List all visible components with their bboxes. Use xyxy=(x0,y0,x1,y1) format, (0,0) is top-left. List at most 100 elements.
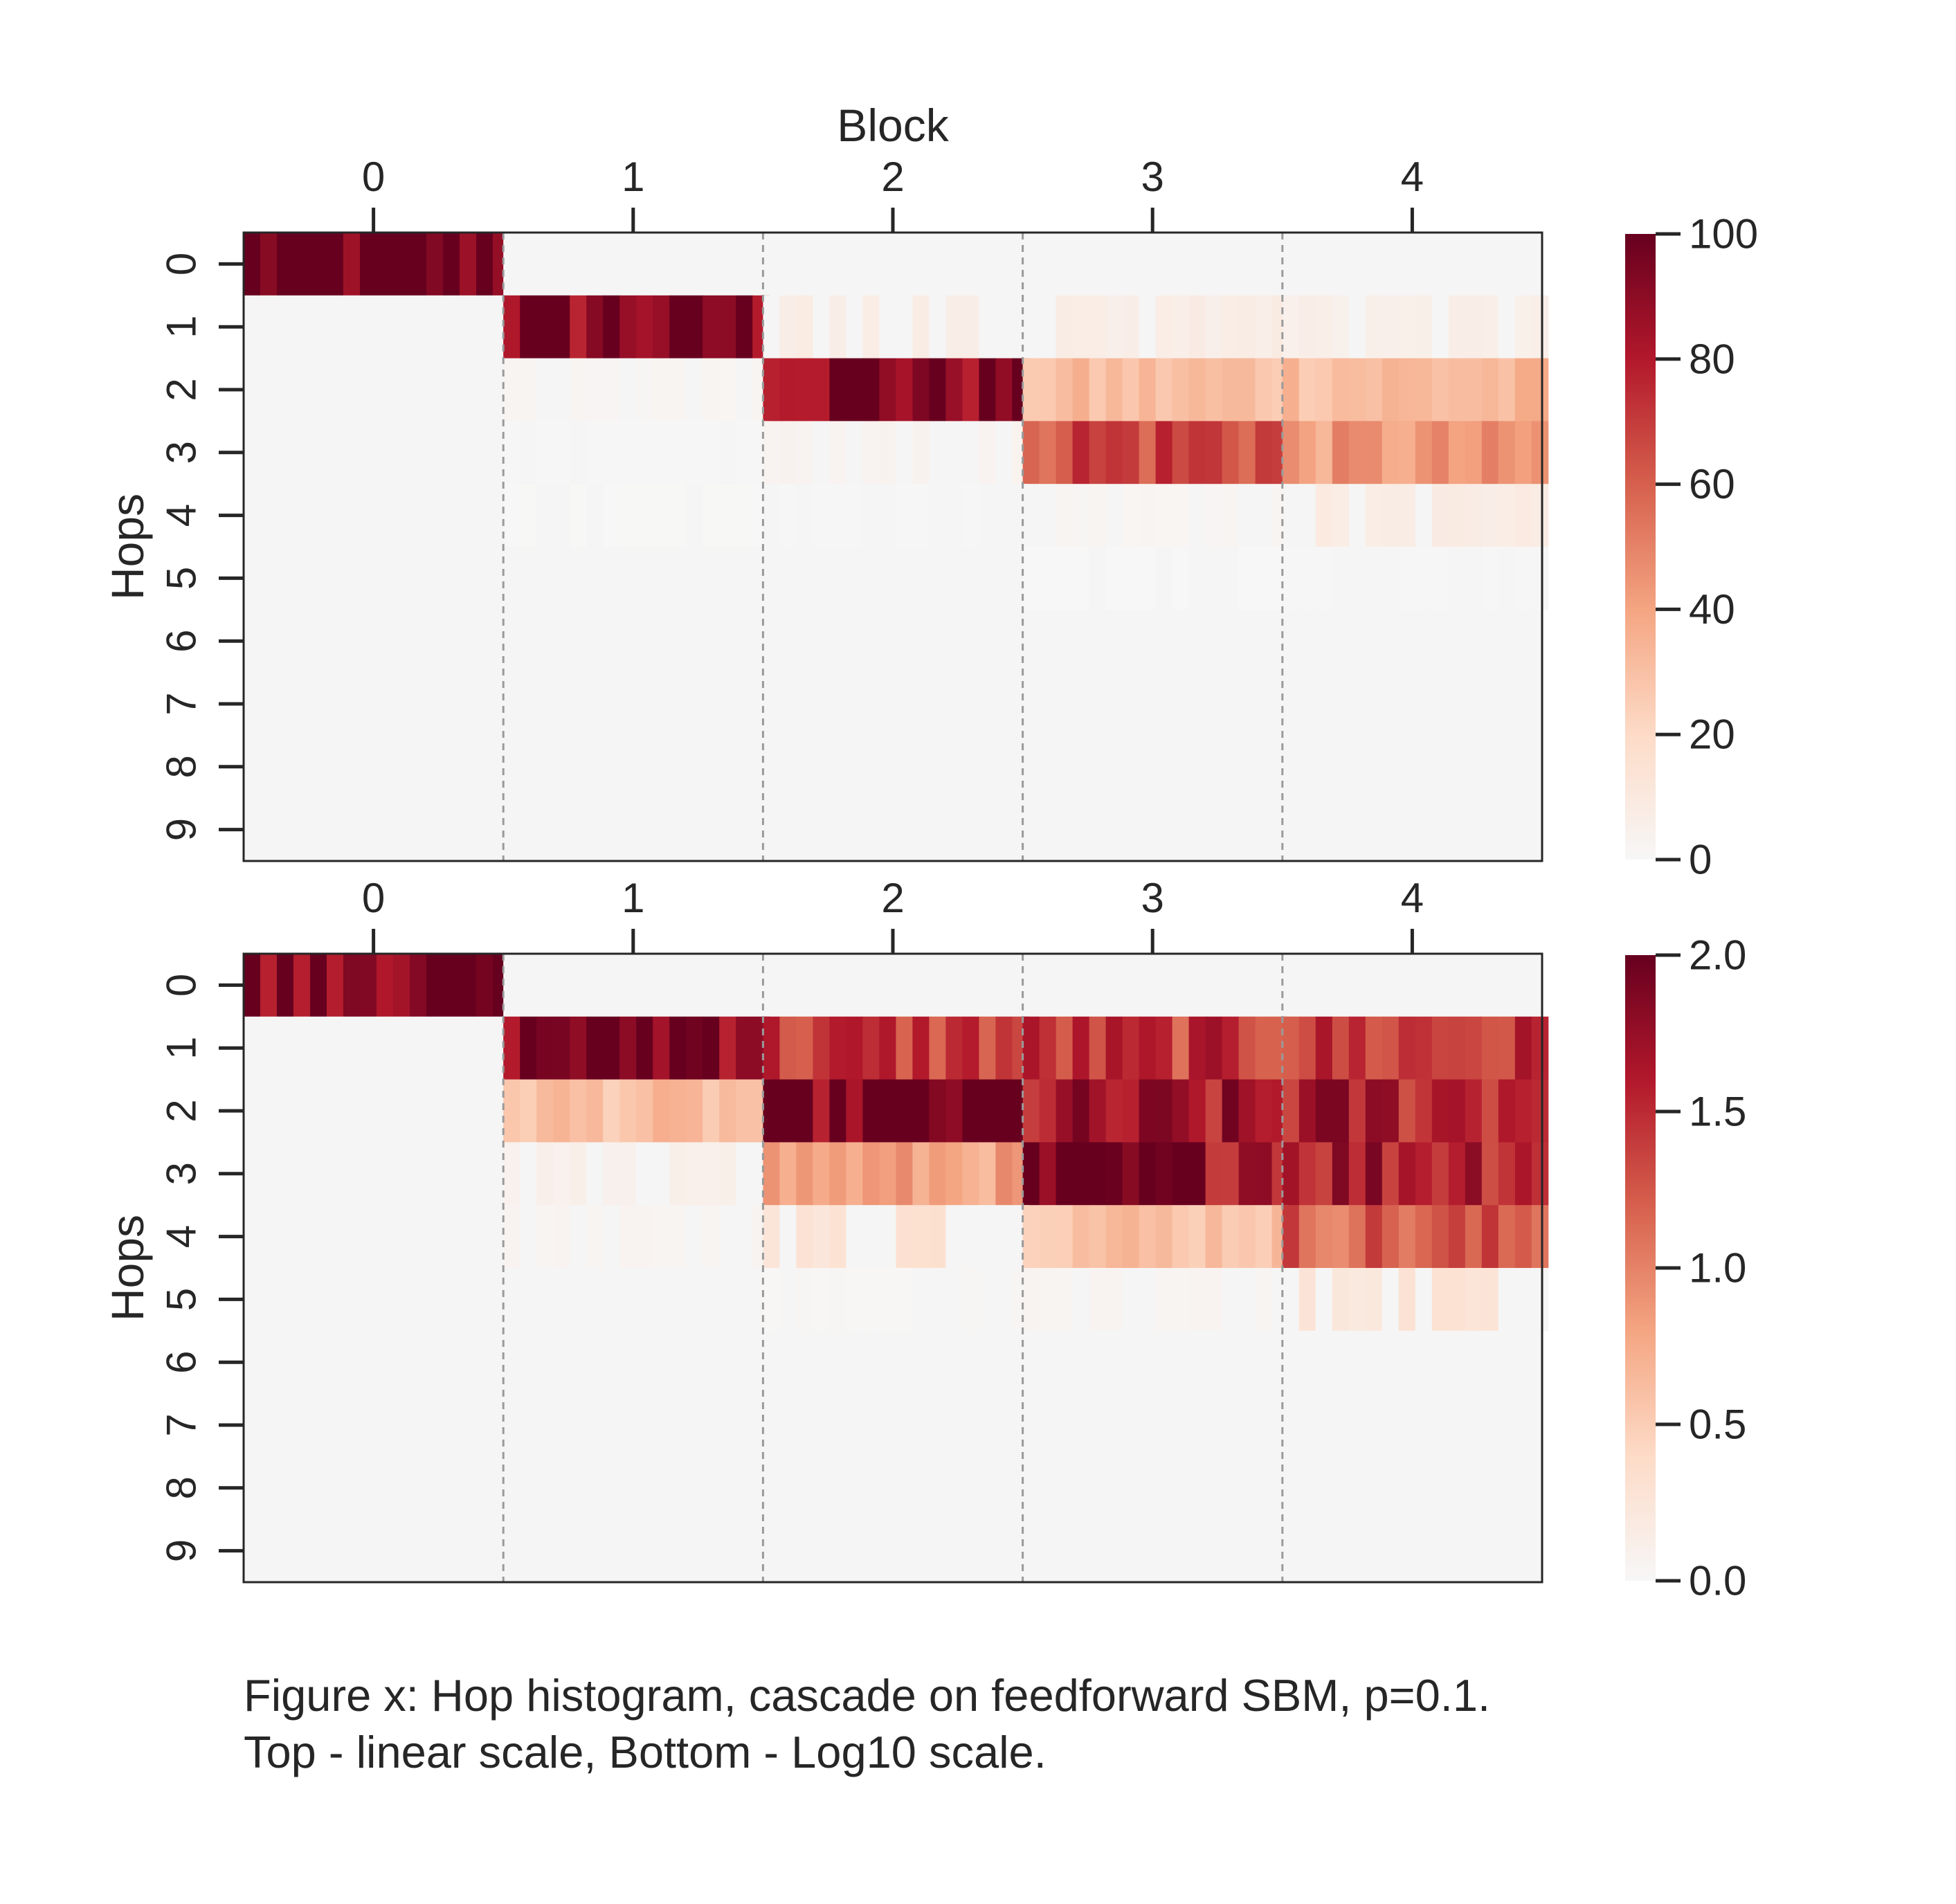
heatmap-cell xyxy=(1022,1519,1283,1583)
heatmap-cell xyxy=(1022,1393,1283,1457)
heatmap-cell xyxy=(244,1393,504,1457)
heatmap-cell xyxy=(929,1142,946,1206)
colorbar-tick-label: 100 xyxy=(1689,211,1758,257)
heatmap-cell xyxy=(796,1142,813,1206)
heatmap-cell xyxy=(503,547,763,610)
heatmap-cell xyxy=(1056,421,1074,484)
colorbar-tick-label: 0.0 xyxy=(1689,1558,1746,1604)
heatmap-cell xyxy=(1105,547,1123,610)
bottom-colorbar xyxy=(1625,955,1656,1581)
heatmap-cell xyxy=(669,484,687,547)
heatmap-cell xyxy=(1531,1268,1549,1332)
heatmap-cell xyxy=(1332,1016,1350,1080)
heatmap-cell xyxy=(1238,358,1256,421)
heatmap-cell xyxy=(244,421,504,484)
heatmap-cell xyxy=(603,484,620,547)
heatmap-cell xyxy=(995,358,1013,421)
heatmap-cell xyxy=(1056,1142,1074,1206)
heatmap-cell xyxy=(244,954,261,1017)
heatmap-cell xyxy=(1282,295,1300,359)
heatmap-cell xyxy=(763,1456,1024,1520)
heatmap-cell xyxy=(1188,358,1206,421)
heatmap-cell xyxy=(1298,295,1316,359)
heatmap-cell xyxy=(669,1016,687,1080)
heatmap-cell xyxy=(1498,1268,1516,1332)
heatmap-cell xyxy=(779,484,797,547)
heatmap-cell xyxy=(813,1268,830,1332)
colorbar-tick-label: 1.5 xyxy=(1689,1089,1746,1135)
heatmap-cell xyxy=(360,233,377,296)
heatmap-cell xyxy=(1089,1205,1107,1269)
heatmap-cell xyxy=(1172,295,1190,359)
heatmap-cell xyxy=(310,954,327,1017)
heatmap-cell xyxy=(962,1205,979,1269)
heatmap-cell xyxy=(1398,484,1416,547)
heatmap-cell xyxy=(929,421,946,484)
heatmap-cell xyxy=(1122,547,1140,610)
heatmap-cell xyxy=(244,547,504,610)
heatmap-cell xyxy=(277,233,294,296)
heatmap-cell xyxy=(586,1079,604,1143)
heatmap-cell xyxy=(1531,1016,1549,1080)
top-y-ticks: 0 1 2 3 4 5 6 7 8 9 xyxy=(159,253,244,841)
heatmap-cell xyxy=(1188,1205,1206,1269)
heatmap-cell xyxy=(1448,1016,1466,1080)
heatmap-cell xyxy=(896,484,913,547)
figure-caption-line-1: Figure x: Hop histogram, cascade on feed… xyxy=(244,1670,1491,1721)
heatmap-cell xyxy=(586,295,604,359)
heatmap-cell xyxy=(879,1268,896,1332)
heatmap-cell xyxy=(536,295,554,359)
heatmap-cell xyxy=(779,295,797,359)
heatmap-cell xyxy=(1172,1079,1190,1143)
heatmap-cell xyxy=(1155,1016,1173,1080)
heatmap-cell xyxy=(945,1016,963,1080)
heatmap-cell xyxy=(995,1205,1013,1269)
heatmap-cell xyxy=(244,484,504,547)
heatmap-cell xyxy=(520,1205,537,1269)
heatmap-cell xyxy=(1188,295,1206,359)
heatmap-cell xyxy=(520,421,537,484)
heatmap-cell xyxy=(1348,421,1366,484)
y-tick-label: 5 xyxy=(159,567,205,590)
heatmap-cell xyxy=(1205,547,1223,610)
heatmap-cell xyxy=(244,1330,504,1395)
heatmap-cell xyxy=(653,1079,670,1143)
heatmap-cell xyxy=(1465,1016,1483,1080)
heatmap-cell xyxy=(862,1142,880,1206)
heatmap-cell xyxy=(763,1393,1024,1457)
heatmap-cell xyxy=(1188,1268,1206,1332)
heatmap-cell xyxy=(669,358,687,421)
top-y-axis-title: Hops xyxy=(102,493,153,600)
heatmap-cell xyxy=(862,1016,880,1080)
heatmap-cell xyxy=(1448,295,1466,359)
heatmap-cell xyxy=(1089,358,1107,421)
heatmap-cell xyxy=(1282,609,1543,673)
heatmap-cell xyxy=(1089,1268,1107,1332)
top-block-dividers xyxy=(502,233,1284,861)
heatmap-cell xyxy=(1531,358,1549,421)
heatmap-cell xyxy=(244,295,504,359)
heatmap-cell xyxy=(896,295,913,359)
heatmap-cell xyxy=(1255,1016,1273,1080)
heatmap-cell xyxy=(1481,1142,1499,1206)
colorbar-tick-label: 20 xyxy=(1689,711,1735,758)
heatmap-cell xyxy=(1282,1205,1300,1269)
heatmap-cell xyxy=(1089,1016,1107,1080)
heatmap-cell xyxy=(244,1016,504,1080)
heatmap-cell xyxy=(603,295,620,359)
heatmap-cell xyxy=(1122,1016,1140,1080)
heatmap-cell xyxy=(1415,1142,1433,1206)
heatmap-cell xyxy=(1481,1268,1499,1332)
heatmap-cell xyxy=(1255,421,1273,484)
heatmap-cell xyxy=(979,1205,996,1269)
heatmap-cell xyxy=(829,1142,846,1206)
heatmap-cell xyxy=(1155,1205,1173,1269)
heatmap-cell xyxy=(653,1205,670,1269)
heatmap-cell xyxy=(669,421,687,484)
heatmap-cell xyxy=(1155,1142,1173,1206)
heatmap-cell xyxy=(929,295,946,359)
heatmap-cell xyxy=(570,358,587,421)
heatmap-cell xyxy=(1056,547,1074,610)
heatmap-cell xyxy=(1298,1142,1316,1206)
heatmap-cell xyxy=(896,1268,913,1332)
